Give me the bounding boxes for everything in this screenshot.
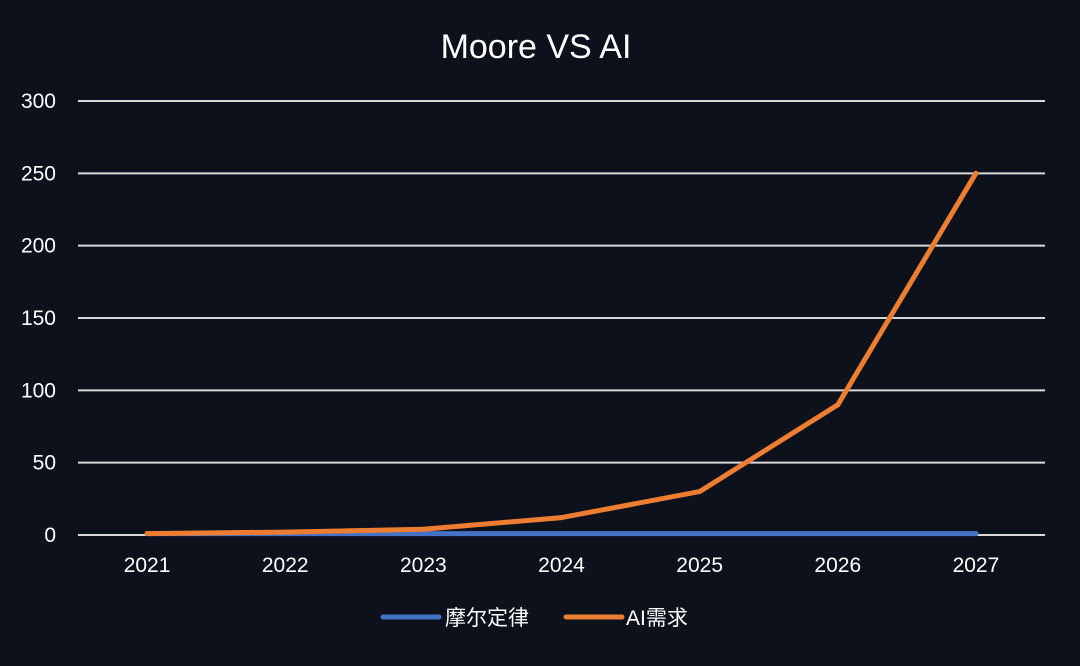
y-axis-tick-labels: 0 50 100 150 200 250 300 bbox=[21, 90, 56, 547]
data-point-series-1 bbox=[420, 526, 426, 532]
data-point-series-1 bbox=[835, 402, 841, 408]
x-tick-label: 2025 bbox=[676, 554, 723, 577]
x-tick-label: 2023 bbox=[400, 554, 447, 577]
data-point-series-0 bbox=[420, 531, 426, 537]
data-point-series-0 bbox=[973, 531, 979, 537]
data-point-series-0 bbox=[835, 531, 841, 537]
x-tick-label: 2022 bbox=[262, 554, 309, 577]
chart-title: Moore VS AI bbox=[441, 28, 632, 66]
y-tick-label: 250 bbox=[21, 162, 56, 185]
data-point-series-1 bbox=[144, 531, 150, 537]
x-tick-label: 2021 bbox=[124, 554, 171, 577]
y-tick-label: 100 bbox=[21, 379, 56, 402]
legend-label: 摩尔定律 bbox=[445, 607, 529, 630]
x-axis-tick-labels: 2021 2022 2023 2024 2025 2026 2027 bbox=[124, 554, 1000, 577]
data-point-series-1 bbox=[282, 529, 288, 535]
grid-lines bbox=[78, 100, 1045, 536]
x-tick-label: 2026 bbox=[814, 554, 861, 577]
data-point-series-1 bbox=[973, 170, 979, 176]
y-tick-label: 50 bbox=[33, 452, 56, 475]
x-tick-label: 2027 bbox=[953, 554, 1000, 577]
series-line-1 bbox=[144, 170, 979, 537]
series-lines bbox=[144, 170, 979, 537]
data-point-series-0 bbox=[697, 531, 703, 537]
data-point-series-0 bbox=[559, 531, 564, 537]
legend: 摩尔定律 AI需求 bbox=[380, 607, 688, 630]
y-tick-label: 300 bbox=[21, 90, 56, 113]
y-tick-label: 150 bbox=[21, 307, 56, 330]
y-tick-label: 200 bbox=[21, 235, 56, 258]
data-point-series-1 bbox=[559, 515, 564, 521]
y-tick-label: 0 bbox=[44, 524, 56, 547]
legend-label: AI需求 bbox=[626, 607, 688, 630]
data-point-series-1 bbox=[697, 489, 703, 495]
x-tick-label: 2024 bbox=[538, 554, 585, 577]
